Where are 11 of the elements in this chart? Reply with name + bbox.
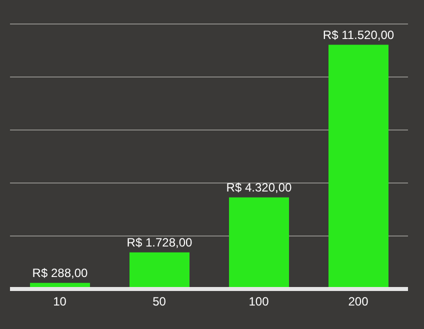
x-tick-label: 10	[53, 294, 67, 309]
x-tick-label: 100	[248, 294, 270, 309]
bar	[229, 197, 289, 289]
x-tick-label: 50	[152, 294, 166, 309]
data-label: R$ 288,00	[32, 266, 88, 280]
data-label: R$ 1.728,00	[126, 235, 193, 250]
bar	[328, 44, 388, 289]
bar	[130, 252, 190, 289]
x-tick-label: 200	[348, 294, 369, 309]
data-label: R$ 4.320,00	[226, 180, 292, 194]
data-label: R$ 11.520,00	[322, 28, 394, 42]
